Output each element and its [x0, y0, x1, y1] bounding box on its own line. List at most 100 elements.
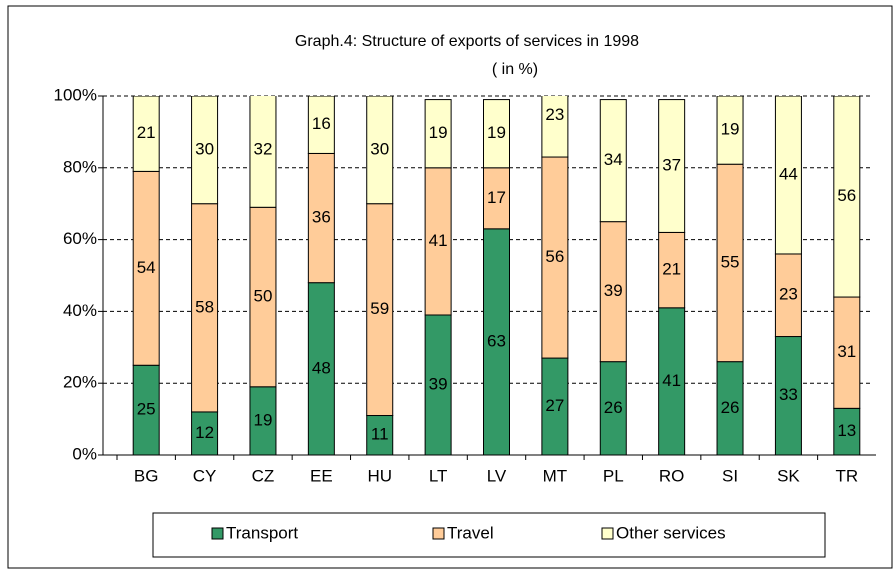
y-tick-label: 20%: [63, 373, 97, 392]
bar-segment: [191, 203, 219, 413]
legend-label: Other services: [616, 523, 726, 542]
data-label: 59: [370, 299, 389, 318]
y-tick-label: 0%: [72, 444, 97, 463]
x-tick-label: SK: [777, 466, 800, 485]
bar-segment: [541, 156, 569, 359]
bar-segment: [483, 228, 510, 455]
bar-segment: [599, 361, 627, 455]
legend-label: Transport: [226, 523, 298, 542]
data-label: 31: [837, 342, 856, 361]
bar-segment: [541, 96, 569, 158]
data-label: 19: [429, 123, 448, 142]
bar-segment: [191, 96, 219, 205]
bar-segment: [249, 96, 277, 208]
bar-segment: [716, 96, 744, 165]
x-tick-label: PL: [603, 466, 624, 485]
chart-subtitle: ( in %): [492, 61, 538, 78]
legend-swatch: [432, 527, 445, 540]
data-label: 37: [662, 155, 681, 174]
data-label: 63: [487, 331, 506, 350]
bar-segment: [307, 152, 335, 284]
bar-segment: [774, 253, 802, 338]
data-label: 21: [662, 260, 681, 279]
data-label: 19: [254, 410, 273, 429]
data-label: 11: [371, 425, 389, 444]
data-label: 56: [545, 247, 564, 266]
legend-box: [152, 512, 826, 558]
data-label: 56: [837, 186, 856, 205]
data-label: 33: [779, 385, 798, 404]
bar-segment: [833, 96, 861, 298]
data-label: 23: [779, 285, 798, 304]
x-tick-label: MT: [543, 466, 568, 485]
data-label: 25: [137, 400, 156, 419]
data-label: 48: [312, 358, 331, 377]
data-label: 54: [137, 258, 156, 277]
labels: BG 25 54 21 CY 12 58 30 CZ 19 50 32 EE 48 36 16 HU 11 59 30…: [134, 105, 858, 485]
y-tick-label: 60%: [63, 229, 97, 248]
data-label: 27: [545, 396, 564, 415]
x-tick-label: HU: [367, 466, 392, 485]
data-label: 16: [312, 114, 331, 133]
data-label: 55: [721, 252, 740, 271]
data-label: 39: [429, 374, 448, 393]
x-tick-label: CZ: [252, 466, 275, 485]
bar-segment: [599, 99, 627, 223]
bar-segment: [424, 99, 452, 169]
data-label: 21: [137, 123, 156, 142]
x-tick-label: EE: [310, 466, 333, 485]
data-label: 32: [254, 139, 273, 158]
chart-title: Graph.4: Structure of exports of service…: [295, 33, 639, 50]
bar-segment: [541, 357, 569, 455]
x-tick-label: SI: [722, 466, 738, 485]
x-tick-label: TR: [835, 466, 858, 485]
y-tick-label: 100%: [54, 85, 97, 104]
legend: Transport Travel Other services: [211, 523, 726, 542]
data-label: 30: [370, 139, 389, 158]
data-label: 50: [254, 287, 273, 306]
data-label: 17: [487, 188, 506, 207]
bar-segment: [774, 96, 802, 255]
data-label: 23: [545, 105, 564, 124]
data-label: 26: [721, 398, 740, 417]
bar-segment: [249, 206, 277, 388]
y-tick-label: 80%: [63, 157, 97, 176]
bar-segment: [307, 96, 335, 154]
data-label: 34: [604, 150, 623, 169]
data-label: 39: [604, 281, 623, 300]
bar-segment: [132, 96, 160, 172]
data-label: 58: [195, 297, 214, 316]
bar-segment: [833, 296, 861, 409]
bar-segment: [716, 361, 744, 455]
bar-segment: [658, 231, 686, 309]
data-label: 13: [837, 421, 856, 440]
data-label: 41: [662, 371, 681, 390]
data-label: 19: [721, 120, 740, 139]
bar-segment: [716, 163, 744, 363]
bar-segment: [191, 411, 219, 455]
bar-segment: [658, 307, 686, 455]
bar-segment: [599, 221, 627, 363]
legend-label: Travel: [447, 523, 494, 542]
x-tick-label: BG: [134, 466, 159, 485]
bar-segment: [249, 386, 277, 455]
bar-segment: [658, 99, 686, 233]
data-label: 12: [195, 423, 214, 442]
bar-segment: [132, 364, 160, 455]
y-tick-label: 40%: [63, 301, 97, 320]
x-tick-label: CY: [193, 466, 217, 485]
legend-swatch: [211, 527, 224, 540]
x-tick-label: RO: [659, 466, 685, 485]
legend-swatch: [601, 527, 614, 540]
data-label: 41: [429, 231, 448, 250]
data-label: 26: [604, 398, 623, 417]
data-label: 19: [487, 123, 506, 142]
bar-segment: [307, 282, 335, 455]
x-tick-label: LT: [429, 466, 448, 485]
bar-segment: [483, 99, 510, 169]
data-label: 30: [195, 139, 214, 158]
bar-segment: [424, 167, 452, 316]
data-label: 36: [312, 208, 331, 227]
bars: [132, 96, 861, 455]
